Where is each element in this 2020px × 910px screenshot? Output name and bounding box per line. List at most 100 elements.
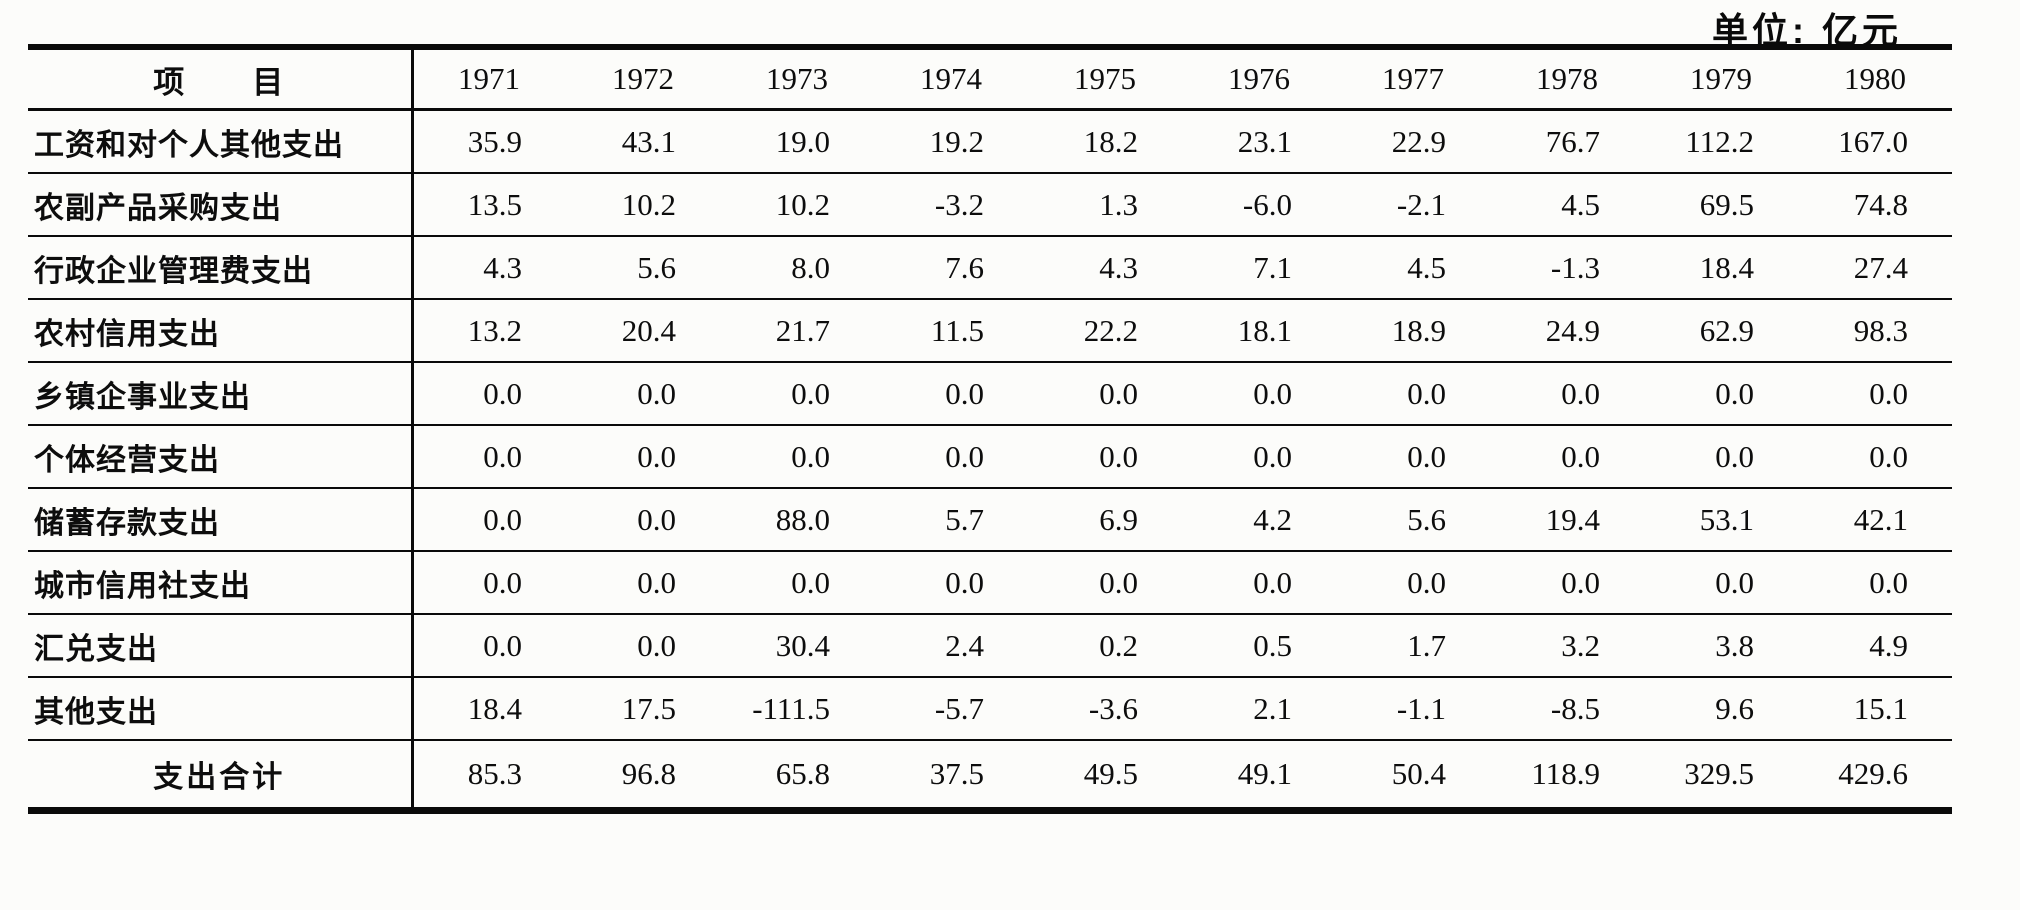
value-cell: 18.2 [1028, 109, 1182, 174]
value-cell: 0.0 [1182, 551, 1336, 615]
total-row: 支出合计 85.3 96.8 65.8 37.5 49.5 49.1 50.4 118.9 329… [28, 740, 1952, 811]
expenditure-table: 项 目 1971 1972 1973 1974 1975 1976 1977 1978 1979… [28, 44, 1952, 814]
value-cell: 10.2 [720, 173, 874, 237]
value-cell: -2.1 [1336, 173, 1490, 237]
value-cell: 1.3 [1028, 173, 1182, 237]
value-cell: -3.2 [874, 173, 1028, 237]
table-row: 城市信用社支出 0.0 0.0 0.0 0.0 0.0 0.0 0.0 0.0 0.0 0.0 [28, 551, 1952, 615]
value-cell: 3.8 [1644, 614, 1798, 678]
value-cell: 0.0 [720, 551, 874, 615]
table-row: 储蓄存款支出 0.0 0.0 88.0 5.7 6.9 4.2 5.6 19.4 53.1 42.1 [28, 488, 1952, 552]
value-cell: -3.6 [1028, 677, 1182, 741]
value-cell: 0.0 [874, 425, 1028, 489]
row-label: 城市信用社支出 [28, 551, 414, 615]
value-cell: 4.2 [1182, 488, 1336, 552]
value-cell: 0.0 [566, 362, 720, 426]
value-cell: 167.0 [1798, 109, 1952, 174]
value-cell: 0.0 [412, 362, 566, 426]
year-column-header: 1972 [566, 47, 720, 111]
value-cell: 0.0 [1028, 551, 1182, 615]
value-cell: 49.1 [1237, 756, 1292, 791]
value-cell: 0.0 [412, 488, 566, 552]
row-label: 农副产品采购支出 [28, 173, 414, 237]
value-cell: 11.5 [874, 299, 1028, 363]
value-cell: 49.5 [1083, 756, 1138, 791]
value-cell: 22.9 [1336, 109, 1490, 174]
value-cell: 0.0 [412, 425, 566, 489]
value-cell: 13.2 [412, 299, 566, 363]
row-label: 汇兑支出 [28, 614, 414, 678]
table-row: 农副产品采购支出 13.5 10.2 10.2 -3.2 1.3 -6.0 -2.1 4.5 69… [28, 173, 1952, 237]
table-row: 农村信用支出 13.2 20.4 21.7 11.5 22.2 18.1 18.9 24.9 62… [28, 299, 1952, 363]
value-cell: 21.7 [720, 299, 874, 363]
value-cell: 0.0 [1336, 551, 1490, 615]
row-label: 储蓄存款支出 [28, 488, 414, 552]
value-cell: 74.8 [1798, 173, 1952, 237]
value-cell: 8.0 [720, 236, 874, 300]
value-cell: 85.3 [467, 756, 522, 791]
item-column-header: 项 目 [28, 47, 414, 111]
value-cell: 62.9 [1644, 299, 1798, 363]
value-cell: -6.0 [1182, 173, 1336, 237]
table-row: 个体经营支出 0.0 0.0 0.0 0.0 0.0 0.0 0.0 0.0 0.0 0.0 [28, 425, 1952, 489]
year-column-header: 1975 [1028, 47, 1182, 111]
value-cell: 0.0 [1182, 425, 1336, 489]
value-cell: 0.0 [1336, 425, 1490, 489]
value-cell: 23.1 [1182, 109, 1336, 174]
table-row: 汇兑支出 0.0 0.0 30.4 2.4 0.2 0.5 1.7 3.2 3.8 4.9 [28, 614, 1952, 678]
value-cell: 0.0 [874, 551, 1028, 615]
value-cell: 19.2 [874, 109, 1028, 174]
row-label: 其他支出 [28, 677, 414, 741]
row-label: 行政企业管理费支出 [28, 236, 414, 300]
value-cell: 0.0 [874, 362, 1028, 426]
value-cell: 35.9 [412, 109, 566, 174]
value-cell: 15.1 [1798, 677, 1952, 741]
value-cell: 22.2 [1028, 299, 1182, 363]
year-column-header: 1979 [1644, 47, 1798, 111]
value-cell: 30.4 [720, 614, 874, 678]
value-cell: 7.1 [1182, 236, 1336, 300]
header-row: 项 目 1971 1972 1973 1974 1975 1976 1977 1978 1979… [28, 47, 1952, 111]
value-cell: 4.5 [1490, 173, 1644, 237]
value-cell: 118.9 [1531, 756, 1600, 791]
value-cell: 98.3 [1798, 299, 1952, 363]
value-cell: 88.0 [720, 488, 874, 552]
value-cell: 43.1 [566, 109, 720, 174]
value-cell: -111.5 [720, 677, 874, 741]
year-column-header: 1977 [1336, 47, 1490, 111]
value-cell: 0.0 [1644, 425, 1798, 489]
value-cell: 13.5 [412, 173, 566, 237]
value-cell: 96.8 [621, 756, 676, 791]
value-cell: 0.0 [1644, 362, 1798, 426]
value-cell: 19.4 [1490, 488, 1644, 552]
row-label: 乡镇企事业支出 [28, 362, 414, 426]
value-cell: 17.5 [566, 677, 720, 741]
value-cell: 65.8 [775, 756, 830, 791]
value-cell: 0.0 [1798, 425, 1952, 489]
value-cell: 6.9 [1028, 488, 1182, 552]
value-cell: 0.0 [1644, 551, 1798, 615]
value-cell: 2.4 [874, 614, 1028, 678]
year-column-header: 1971 [412, 47, 566, 111]
value-cell: 24.9 [1490, 299, 1644, 363]
value-cell: 76.7 [1490, 109, 1644, 174]
value-cell: 0.0 [1028, 362, 1182, 426]
table-body: 工资和对个人其他支出 35.9 43.1 19.0 19.2 18.2 23.1 22.9 76… [28, 109, 1952, 811]
value-cell: 0.0 [1490, 425, 1644, 489]
value-cell: 69.5 [1644, 173, 1798, 237]
table-row: 行政企业管理费支出 4.3 5.6 8.0 7.6 4.3 7.1 4.5 -1.3 18.4 27… [28, 236, 1952, 300]
value-cell: 0.0 [1798, 551, 1952, 615]
table-row: 工资和对个人其他支出 35.9 43.1 19.0 19.2 18.2 23.1 22.9 76… [28, 109, 1952, 174]
value-cell: 42.1 [1798, 488, 1952, 552]
value-cell: 0.0 [1028, 425, 1182, 489]
row-label: 工资和对个人其他支出 [28, 109, 414, 174]
value-cell: 0.0 [720, 425, 874, 489]
value-cell: 5.6 [566, 236, 720, 300]
value-cell: 5.7 [874, 488, 1028, 552]
row-label: 农村信用支出 [28, 299, 414, 363]
value-cell: 18.4 [1644, 236, 1798, 300]
value-cell: 112.2 [1644, 109, 1798, 174]
year-column-header: 1974 [874, 47, 1028, 111]
value-cell: 9.6 [1644, 677, 1798, 741]
value-cell: 50.4 [1391, 756, 1446, 791]
